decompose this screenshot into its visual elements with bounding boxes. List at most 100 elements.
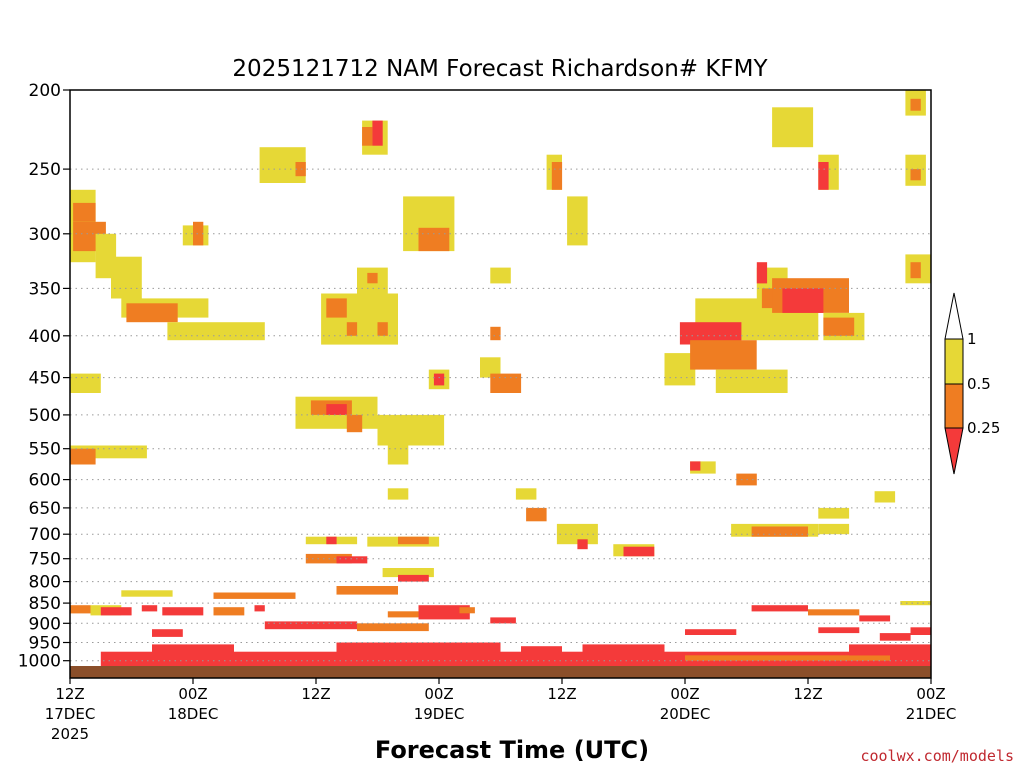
ri-cell bbox=[387, 445, 409, 465]
ri-cell bbox=[459, 607, 475, 614]
ri-cell bbox=[685, 655, 890, 661]
ri-cell bbox=[336, 642, 501, 654]
x-tick-date: 17DEC bbox=[45, 705, 96, 723]
ri-cell bbox=[490, 617, 516, 624]
ri-cell bbox=[849, 644, 931, 656]
ri-cell bbox=[808, 609, 860, 616]
ri-cell bbox=[679, 322, 742, 345]
ri-cell bbox=[515, 488, 537, 500]
x-tick-date: 18DEC bbox=[168, 705, 219, 723]
ri-cell bbox=[756, 262, 768, 284]
x-tick-year: 2025 bbox=[51, 725, 89, 743]
ri-cell bbox=[623, 546, 655, 557]
ri-cell bbox=[685, 629, 737, 635]
colorbar-bottom-arrow bbox=[944, 427, 964, 475]
chart-title: 2025121712 NAM Forecast Richardson# KFMY bbox=[232, 56, 768, 82]
x-tick-date: 19DEC bbox=[414, 705, 465, 723]
y-tick-label: 750 bbox=[29, 550, 61, 570]
ri-cell bbox=[751, 526, 808, 537]
x-tick-time: 00Z bbox=[178, 685, 207, 703]
y-tick-label: 500 bbox=[29, 406, 61, 426]
ri-cell bbox=[490, 267, 511, 284]
ri-cell bbox=[152, 644, 234, 654]
ri-cell bbox=[818, 627, 860, 634]
ri-cell bbox=[326, 536, 337, 545]
ri-cell bbox=[526, 507, 547, 522]
ri-cell bbox=[521, 646, 562, 654]
ri-cell bbox=[70, 605, 91, 614]
ri-cell bbox=[111, 256, 142, 299]
y-tick-label: 300 bbox=[29, 225, 61, 245]
ri-cell bbox=[910, 262, 921, 279]
ri-cell bbox=[690, 340, 757, 370]
ri-cell bbox=[162, 607, 204, 616]
ri-cell bbox=[336, 556, 368, 564]
ri-cell bbox=[480, 357, 501, 378]
y-tick-label: 1000 bbox=[18, 652, 61, 672]
ri-cell bbox=[490, 373, 522, 393]
ri-cell bbox=[372, 120, 383, 146]
ri-cell bbox=[582, 644, 665, 654]
ri-cell bbox=[377, 322, 388, 336]
x-axis-label: Forecast Time (UTC) bbox=[375, 736, 649, 764]
colorbar-bin bbox=[944, 383, 964, 429]
y-tick-label: 550 bbox=[29, 440, 61, 460]
ri-cell bbox=[433, 373, 445, 386]
ri-cell bbox=[213, 592, 296, 599]
ri-cell bbox=[100, 651, 932, 666]
ri-cell bbox=[95, 233, 117, 279]
heatmap-cells bbox=[70, 90, 932, 666]
y-tick-label: 600 bbox=[29, 471, 61, 491]
x-tick-time: 00Z bbox=[916, 685, 945, 703]
ri-cell bbox=[782, 288, 824, 313]
ri-cell bbox=[818, 162, 829, 190]
ri-cell bbox=[551, 162, 563, 190]
ri-cell bbox=[818, 507, 850, 519]
x-tick-time: 12Z bbox=[547, 685, 576, 703]
x-axis: 12Z 17DEC 2025 00Z 18DEC 12Z 00Z 19DEC 12Z 00Z 20D… bbox=[45, 678, 956, 743]
ri-cell bbox=[152, 629, 183, 637]
y-tick-label: 650 bbox=[29, 499, 61, 519]
ri-cell bbox=[577, 539, 588, 550]
ri-cell bbox=[859, 615, 891, 622]
credit-text: coolwx.com/models bbox=[860, 747, 1014, 765]
ri-cell bbox=[910, 98, 921, 111]
ri-cell bbox=[823, 317, 855, 336]
y-tick-label: 800 bbox=[29, 573, 61, 593]
ri-cell bbox=[387, 488, 409, 500]
ri-cell bbox=[121, 590, 173, 597]
ri-cell bbox=[326, 298, 347, 318]
x-tick-time: 12Z bbox=[301, 685, 330, 703]
y-tick-label: 250 bbox=[29, 160, 61, 180]
ri-cell bbox=[346, 322, 358, 336]
colorbar-label: 0.5 bbox=[967, 375, 991, 393]
y-axis: 200 250 300 350 400 450 500 550 600 650 700 750 8008… bbox=[18, 81, 70, 672]
ri-cell bbox=[772, 107, 814, 148]
ri-cell bbox=[326, 404, 347, 415]
ri-cell bbox=[715, 369, 788, 393]
ri-cell bbox=[357, 623, 429, 632]
ri-cell bbox=[879, 633, 911, 641]
ri-cell bbox=[100, 607, 132, 616]
ri-cell bbox=[141, 605, 158, 612]
ri-cell bbox=[387, 611, 419, 618]
y-tick-label: 350 bbox=[29, 279, 61, 299]
pressure-grid bbox=[70, 168, 931, 662]
ri-cell bbox=[264, 621, 358, 630]
y-tick-label: 450 bbox=[29, 369, 61, 389]
ri-cell bbox=[382, 568, 434, 578]
y-tick-label: 200 bbox=[29, 81, 61, 101]
ri-cell bbox=[367, 272, 378, 284]
colorbar-top-arrow bbox=[944, 292, 964, 340]
ri-cell bbox=[295, 162, 306, 177]
ri-cell bbox=[900, 601, 932, 606]
plot-frame bbox=[69, 89, 932, 679]
ri-cell bbox=[213, 607, 245, 616]
ri-cell bbox=[398, 536, 429, 545]
colorbar-legend: 1 0.5 0.25 bbox=[944, 292, 1000, 475]
ri-cell bbox=[567, 196, 588, 246]
ri-cell bbox=[910, 627, 931, 635]
x-tick-time: 12Z bbox=[793, 685, 822, 703]
y-tick-label: 950 bbox=[29, 634, 61, 654]
